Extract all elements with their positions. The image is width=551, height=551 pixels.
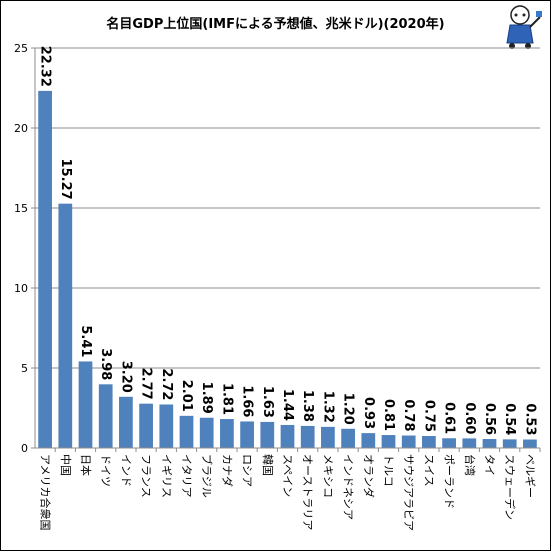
y-tick-label: 20 xyxy=(14,122,28,135)
axes: 0 5 10 15 20 25 xyxy=(14,42,541,455)
bars xyxy=(38,90,537,448)
bar xyxy=(523,439,537,448)
bar xyxy=(240,421,254,448)
category-label: オーストラリア xyxy=(301,454,314,530)
value-label: 0.81 xyxy=(381,399,396,431)
category-label: 韓国 xyxy=(261,454,274,476)
bar xyxy=(139,403,153,448)
value-label: 5.41 xyxy=(78,325,93,357)
bar xyxy=(260,421,275,448)
bar xyxy=(119,396,133,448)
value-label: 1.20 xyxy=(341,393,356,425)
category-label: イギリス xyxy=(160,454,173,498)
chart-title: 名目GDP上位国(IMFによる予想値、兆米ドル)(2020年) xyxy=(106,17,445,32)
bar xyxy=(462,438,477,448)
value-label: 1.81 xyxy=(219,383,234,415)
y-tick-label: 0 xyxy=(21,442,28,455)
value-label: 1.63 xyxy=(260,386,275,418)
value-label: 3.20 xyxy=(118,361,133,393)
bar xyxy=(38,90,52,448)
value-label: 1.44 xyxy=(280,389,295,421)
category-label: 中国 xyxy=(59,454,72,476)
bar xyxy=(78,361,93,448)
category-label: インド xyxy=(119,454,132,487)
category-label: アメリカ合衆国 xyxy=(39,454,53,530)
value-label: 0.61 xyxy=(442,402,457,434)
bar xyxy=(58,203,73,448)
category-label: メキシコ xyxy=(321,454,334,498)
category-label: ドイツ xyxy=(99,454,112,487)
bar xyxy=(422,436,436,448)
category-label: フランス xyxy=(140,454,153,498)
category-label: ベルギー xyxy=(523,454,536,498)
y-tick-label: 10 xyxy=(14,282,28,295)
value-label: 22.32 xyxy=(38,46,53,87)
bar xyxy=(361,433,376,448)
y-tick-label: 5 xyxy=(21,362,28,375)
value-label: 15.27 xyxy=(58,159,73,200)
value-label: 1.66 xyxy=(240,385,255,417)
value-label: 0.78 xyxy=(401,399,416,431)
value-label: 0.60 xyxy=(462,402,477,434)
y-tick-label: 15 xyxy=(14,202,28,215)
bar xyxy=(179,415,194,448)
category-label: タイ xyxy=(483,454,496,476)
category-label: ブラジル xyxy=(200,454,214,498)
category-label: スペイン xyxy=(281,454,294,497)
value-label: 2.01 xyxy=(179,380,194,412)
category-label: ロシア xyxy=(241,454,254,487)
value-label: 0.53 xyxy=(522,403,537,435)
bar xyxy=(98,384,113,448)
labels: 22.32 アメリカ合衆国 15.27 中国 5.41 日本 3.98 ドイツ 3.20 インド 2… xyxy=(38,46,538,531)
value-label: 2.77 xyxy=(139,368,154,400)
bar xyxy=(159,404,174,448)
bar xyxy=(300,425,315,448)
bar xyxy=(381,435,396,448)
bar xyxy=(502,439,517,448)
value-label: 0.93 xyxy=(361,397,376,429)
value-label: 0.75 xyxy=(421,400,436,432)
category-label: トルコ xyxy=(382,454,395,487)
category-label: 台湾 xyxy=(463,454,477,476)
value-label: 1.38 xyxy=(300,390,315,422)
category-label: スイス xyxy=(422,454,435,487)
category-label: 日本 xyxy=(79,454,93,476)
bar xyxy=(220,419,234,448)
value-label: 0.56 xyxy=(482,403,497,435)
y-tick-label: 25 xyxy=(14,42,28,55)
category-label: ポーランド xyxy=(443,454,456,509)
gridlines xyxy=(35,47,540,369)
bar xyxy=(199,417,214,448)
category-label: スウェーデン xyxy=(503,454,517,520)
category-label: カナダ xyxy=(220,454,234,487)
bar xyxy=(401,435,416,448)
value-label: 2.72 xyxy=(159,368,174,400)
bar xyxy=(280,424,295,448)
value-label: 1.32 xyxy=(320,391,335,423)
category-label: オランダ xyxy=(362,454,376,498)
bar xyxy=(482,439,497,448)
category-label: サウジアラビア xyxy=(402,454,415,531)
value-label: 3.98 xyxy=(98,348,113,380)
bar xyxy=(341,428,355,448)
value-label: 1.89 xyxy=(199,382,214,414)
bar xyxy=(442,438,456,448)
category-label: インドネシア xyxy=(342,454,355,520)
bar xyxy=(321,426,335,448)
value-label: 0.54 xyxy=(502,403,517,435)
category-label: イタリア xyxy=(180,454,193,498)
